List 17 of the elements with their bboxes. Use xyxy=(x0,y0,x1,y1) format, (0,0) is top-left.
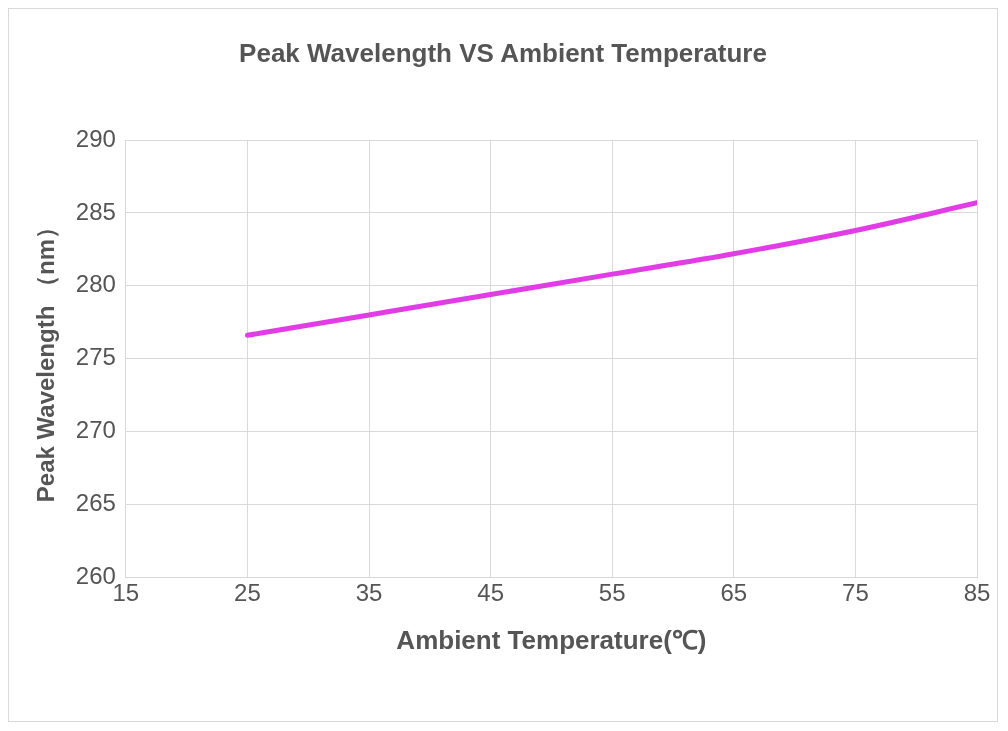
x-tick-label: 85 xyxy=(963,579,991,607)
x-tick-label: 35 xyxy=(355,579,383,607)
x-axis-title: Ambient Temperature(℃) xyxy=(396,624,707,655)
y-tick-label: 290 xyxy=(75,124,116,152)
x-tick-label: 25 xyxy=(234,579,261,607)
y-tick-label: 260 xyxy=(75,561,116,589)
x-tick-label: 65 xyxy=(720,579,748,607)
y-tick-label: 270 xyxy=(75,416,116,444)
x-tick-label: 55 xyxy=(598,579,626,607)
y-tick-label: 280 xyxy=(75,270,116,298)
x-tick-label: 75 xyxy=(842,579,869,607)
y-tick-label: 285 xyxy=(75,197,116,225)
x-tick-label: 45 xyxy=(477,579,504,607)
y-tick-label: 275 xyxy=(75,343,116,371)
chart-title: Peak Wavelength VS Ambient Temperature xyxy=(239,37,767,68)
y-axis-title: Peak Wavelength （nm） xyxy=(32,215,60,503)
y-tick-label: 265 xyxy=(75,488,116,516)
